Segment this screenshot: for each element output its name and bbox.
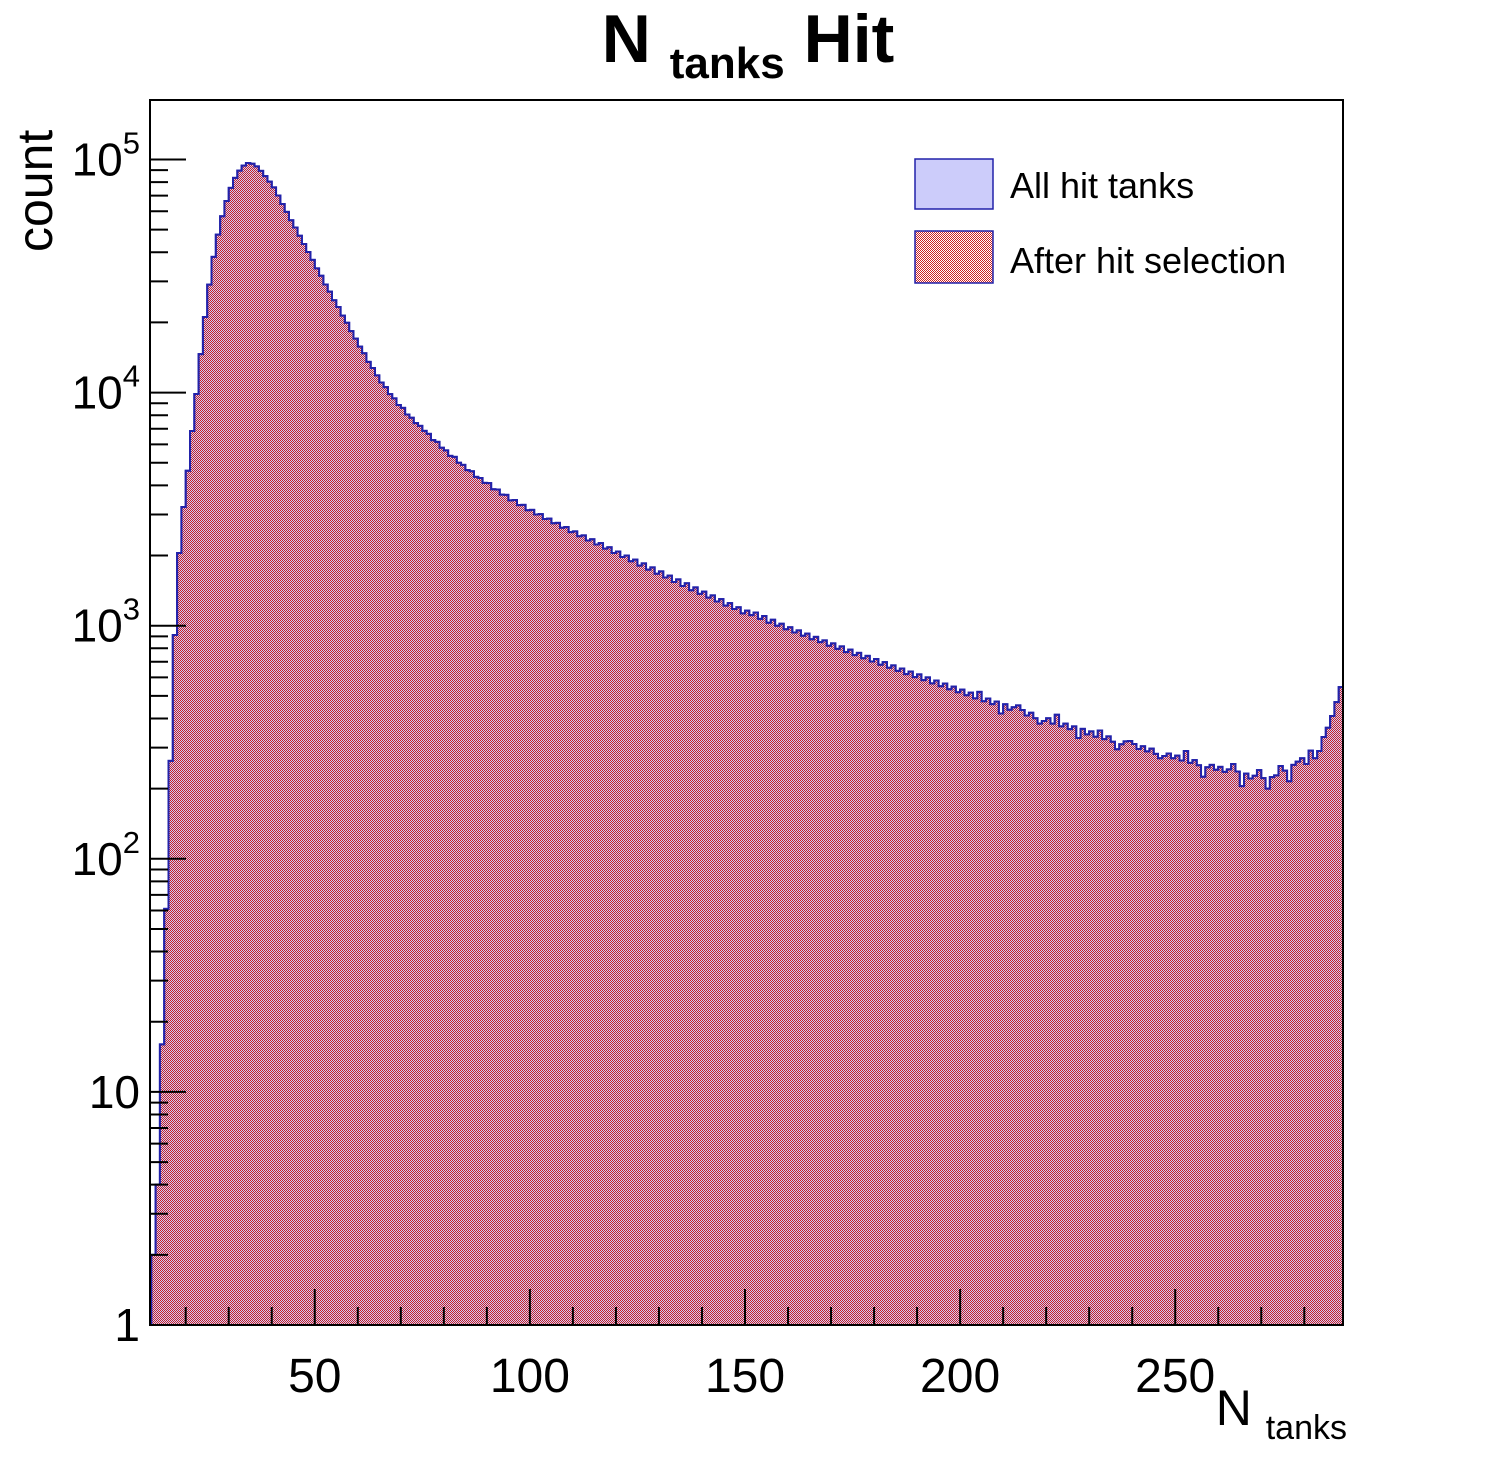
chart-title-suffix: Hit [804, 1, 895, 77]
histogram-after-hit-selection [150, 162, 1343, 1325]
x-tick-label: 200 [920, 1350, 1000, 1403]
x-tick-label: 100 [490, 1350, 570, 1403]
y-tick-label: 10 [89, 1066, 140, 1118]
legend-label-after-hit-selection: After hit selection [1010, 240, 1286, 281]
legend: All hit tanks After hit selection [914, 158, 1286, 284]
x-tick-label: 250 [1135, 1350, 1215, 1403]
x-axis-title: N tanks [1216, 1380, 1347, 1447]
legend-label-all-hit-tanks: All hit tanks [1010, 165, 1194, 206]
y-tick-label: 102 [72, 825, 140, 885]
legend-swatch-all-hit-tanks [914, 158, 994, 210]
axis-ticks [150, 158, 1306, 1326]
y-tick-label: 103 [72, 592, 140, 652]
histogram-series-group [150, 162, 1343, 1325]
x-axis-title-main: N [1216, 1380, 1252, 1436]
y-tick-label: 105 [72, 126, 140, 186]
y-axis-title: count [7, 130, 63, 252]
x-axis-title-subscript: tanks [1266, 1409, 1347, 1447]
x-tick-label: 50 [288, 1350, 341, 1403]
chart-title: N tanks Hit [602, 1, 895, 93]
plot-frame [149, 99, 1344, 1326]
chart-title-main: N [602, 1, 651, 77]
y-tick-label: 1 [114, 1299, 140, 1351]
y-tick-label: 104 [72, 359, 140, 419]
legend-swatch-after-hit-selection [914, 230, 994, 284]
chart-title-subscript: tanks [670, 39, 785, 88]
x-tick-label: 150 [705, 1350, 785, 1403]
